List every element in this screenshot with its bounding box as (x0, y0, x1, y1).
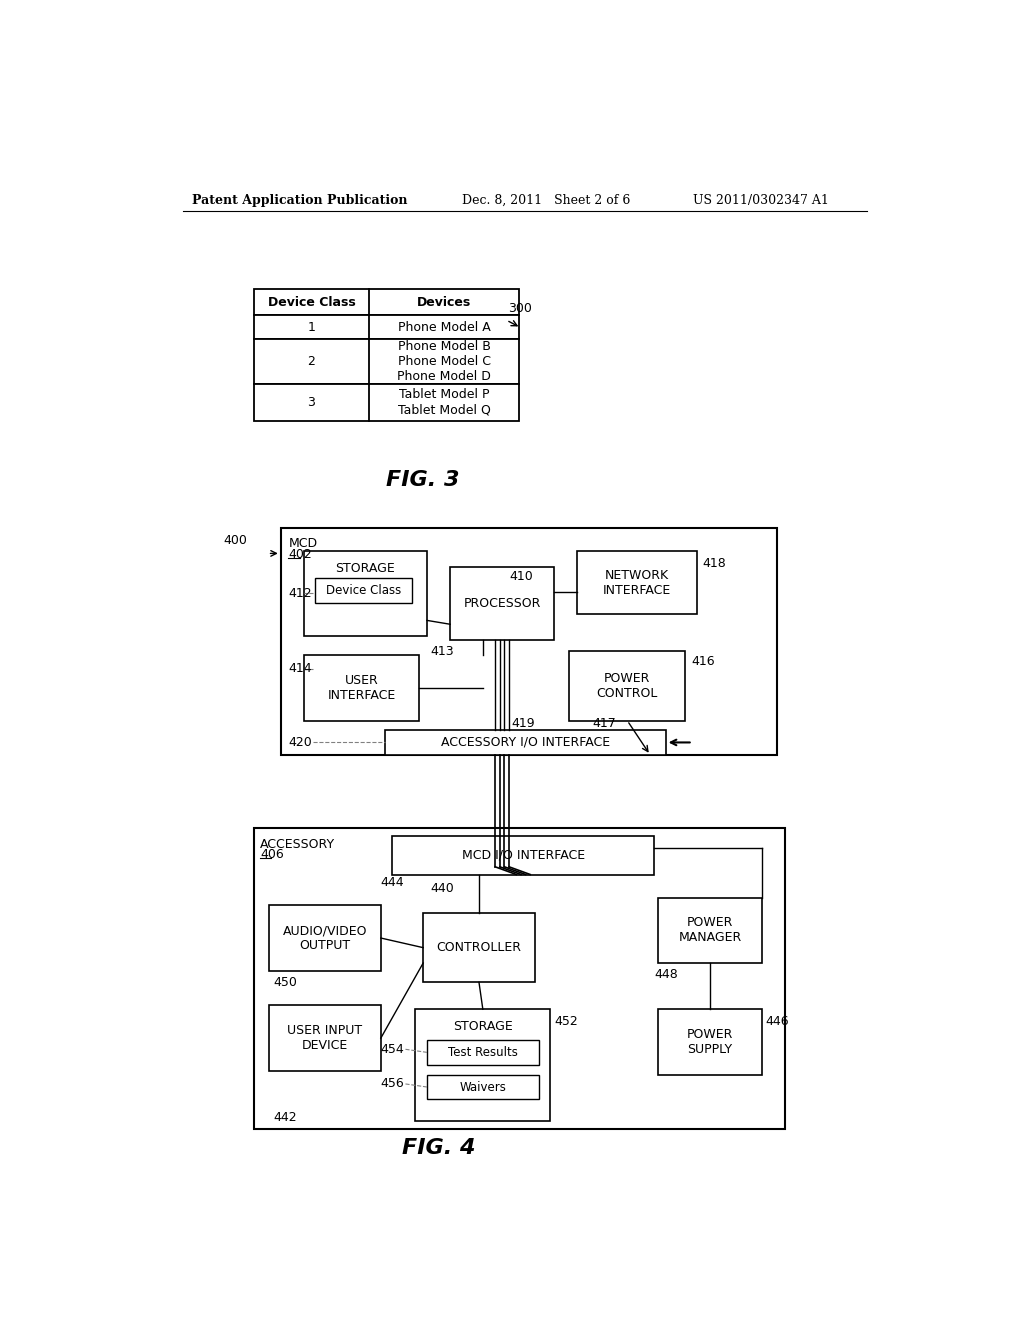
Bar (569, 651, 685, 721)
Bar (254, 829, 785, 1129)
Bar (304, 655, 419, 721)
Text: Dec. 8, 2011   Sheet 2 of 6: Dec. 8, 2011 Sheet 2 of 6 (462, 194, 630, 207)
Bar (315, 578, 412, 603)
Text: 416: 416 (691, 655, 715, 668)
Text: CONTROLLER: CONTROLLER (436, 941, 521, 954)
Text: MCD: MCD (289, 537, 317, 550)
Bar (254, 289, 519, 314)
Text: 300: 300 (508, 302, 531, 315)
Text: 452: 452 (554, 1015, 578, 1028)
Bar (578, 552, 696, 614)
Text: 417: 417 (593, 717, 616, 730)
Text: ACCESSORY I/O INTERFACE: ACCESSORY I/O INTERFACE (440, 737, 609, 748)
Bar (416, 1010, 550, 1121)
Text: Patent Application Publication: Patent Application Publication (193, 194, 408, 207)
Bar (254, 339, 519, 384)
Text: 406: 406 (260, 849, 284, 862)
Text: FIG. 3: FIG. 3 (386, 470, 460, 490)
Text: Phone Model B
Phone Model C
Phone Model D: Phone Model B Phone Model C Phone Model … (397, 341, 492, 383)
Text: Tablet Model P
Tablet Model Q: Tablet Model P Tablet Model Q (398, 388, 490, 417)
Text: POWER
SUPPLY: POWER SUPPLY (687, 1028, 733, 1056)
Text: NETWORK
INTERFACE: NETWORK INTERFACE (603, 569, 671, 597)
Text: 410: 410 (510, 570, 534, 583)
Text: POWER
MANAGER: POWER MANAGER (678, 916, 741, 944)
Text: Device Class: Device Class (326, 583, 401, 597)
Text: ACCESSORY: ACCESSORY (260, 838, 335, 850)
Text: 454: 454 (380, 1043, 403, 1056)
Text: USER
INTERFACE: USER INTERFACE (328, 673, 395, 702)
Text: Test Results: Test Results (447, 1045, 518, 1059)
Text: 419: 419 (511, 717, 535, 730)
Text: 448: 448 (654, 968, 678, 981)
Text: Phone Model A: Phone Model A (398, 321, 490, 334)
Text: POWER
CONTROL: POWER CONTROL (597, 672, 657, 700)
Text: FIG. 4: FIG. 4 (401, 1138, 475, 1158)
Text: 402: 402 (289, 548, 312, 561)
Bar (427, 1040, 539, 1065)
Bar (385, 730, 666, 755)
Text: 446: 446 (766, 1015, 790, 1028)
Bar (658, 898, 762, 964)
Text: Device Class: Device Class (267, 296, 355, 309)
Text: STORAGE: STORAGE (336, 562, 395, 576)
Text: 440: 440 (431, 882, 455, 895)
Text: 418: 418 (702, 557, 726, 570)
Text: 413: 413 (431, 644, 455, 657)
Text: Waivers: Waivers (460, 1081, 506, 1093)
Bar (423, 913, 535, 982)
Text: 412: 412 (289, 587, 312, 601)
Bar (451, 566, 554, 640)
Bar (281, 528, 777, 755)
Bar (392, 836, 654, 875)
Text: 456: 456 (380, 1077, 403, 1090)
Text: USER INPUT
DEVICE: USER INPUT DEVICE (288, 1024, 362, 1052)
Text: 3: 3 (307, 396, 315, 409)
Text: 1: 1 (307, 321, 315, 334)
Text: 450: 450 (273, 975, 297, 989)
Bar (254, 314, 519, 339)
Text: 414: 414 (289, 663, 312, 676)
Text: 2: 2 (307, 355, 315, 368)
Text: US 2011/0302347 A1: US 2011/0302347 A1 (692, 194, 828, 207)
Bar (269, 906, 381, 970)
Text: 444: 444 (381, 875, 404, 888)
Bar (658, 1010, 762, 1074)
Text: 420: 420 (289, 737, 312, 748)
Text: MCD I/O INTERFACE: MCD I/O INTERFACE (462, 849, 585, 862)
Bar (269, 1006, 381, 1071)
Bar (427, 1074, 539, 1100)
Text: 400: 400 (223, 533, 247, 546)
Text: AUDIO/VIDEO
OUTPUT: AUDIO/VIDEO OUTPUT (283, 924, 368, 952)
Bar (304, 552, 427, 636)
Bar (254, 384, 519, 421)
Text: Devices: Devices (417, 296, 471, 309)
Text: STORAGE: STORAGE (453, 1020, 513, 1034)
Text: PROCESSOR: PROCESSOR (464, 597, 541, 610)
Text: 442: 442 (273, 1110, 297, 1123)
